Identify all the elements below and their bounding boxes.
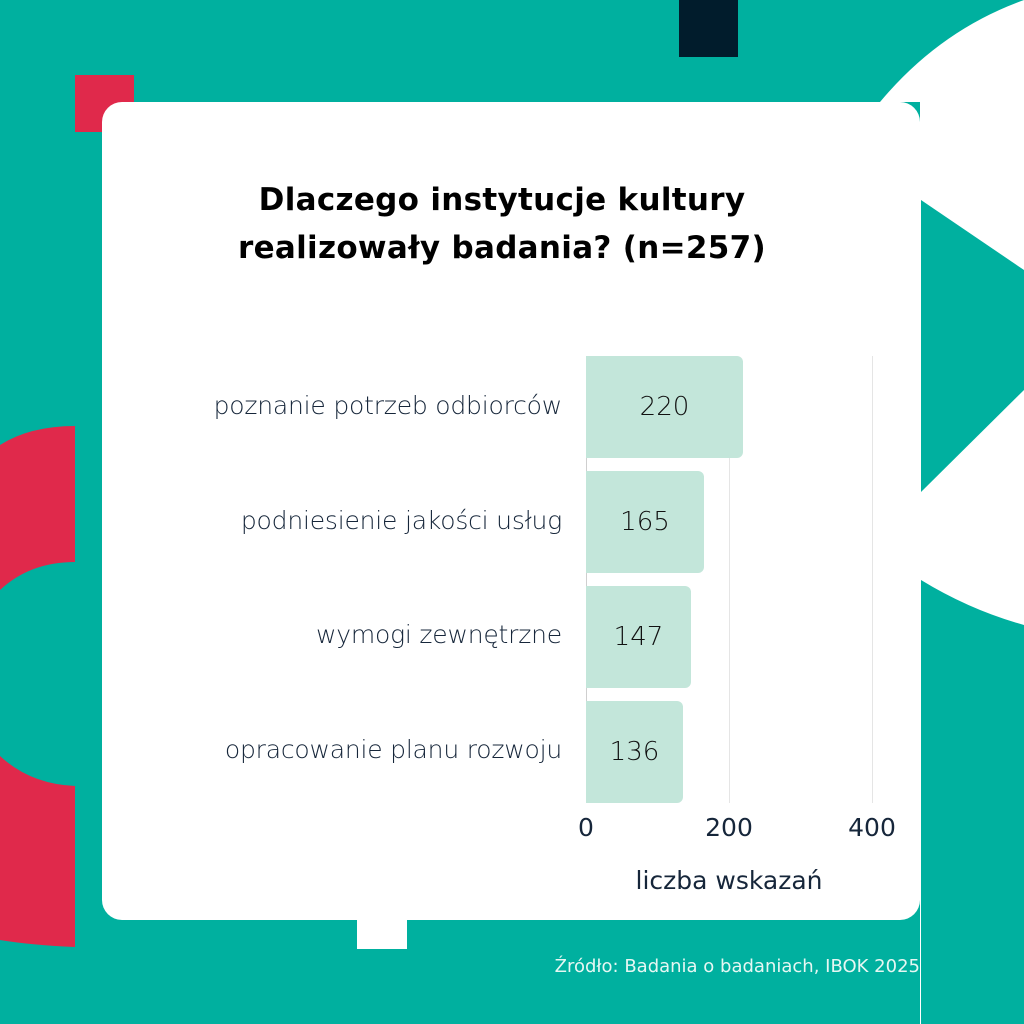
gridline-200: [729, 356, 730, 803]
bar-value-label: 165: [620, 507, 670, 537]
chart-title-line-1: Dlaczego instytucje kultury: [258, 182, 746, 218]
source-note: Źródło: Badania o badaniach, IBOK 2025: [554, 956, 920, 977]
x-tick: 400: [848, 813, 896, 842]
x-tick: 0: [578, 813, 594, 842]
gridline-0: [586, 356, 587, 803]
chart-title-line-2: realizowały badania? (n=257): [238, 230, 766, 266]
bar-value-label: 220: [639, 392, 690, 422]
category-label: opracowanie planu rozwoju: [224, 735, 562, 764]
bar-value-label: 136: [609, 737, 660, 767]
chart-title: Dlaczego instytucje kultury realizowały …: [102, 176, 902, 272]
category-label: poznanie potrzeb odbiorców: [213, 391, 563, 420]
bar-value-label: 147: [613, 622, 664, 652]
gridline-400: [872, 356, 873, 803]
bar: 136: [586, 701, 683, 803]
category-label: podniesienie jakości usług: [240, 506, 562, 535]
decor-navy-square: [679, 0, 738, 57]
chart-card: [102, 102, 920, 920]
bar: 147: [586, 586, 691, 688]
category-label: wymogi zewnętrzne: [316, 620, 562, 649]
bar: 165: [586, 471, 704, 573]
x-axis-label: liczba wskazań: [635, 866, 823, 895]
bar: 220: [586, 356, 743, 458]
x-tick: 200: [705, 813, 753, 842]
